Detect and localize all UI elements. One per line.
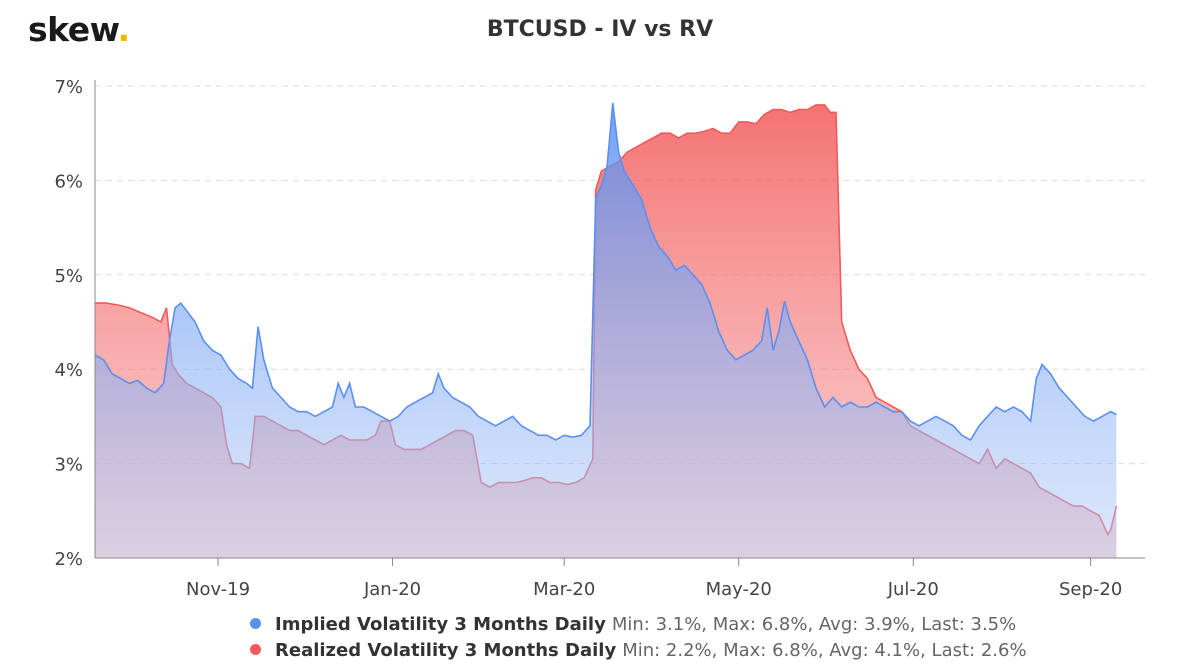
legend-stats-realized: Min: 2.2%, Max: 6.8%, Avg: 4.1%, Last: 2… [622, 640, 1027, 661]
x-tick-label: Nov-19 [186, 579, 250, 600]
y-tick-label: 2% [54, 549, 83, 570]
y-tick-label: 3% [54, 455, 83, 476]
series-areas [94, 102, 1118, 559]
series-line-implied [94, 102, 1117, 442]
legend-stats-implied: Min: 3.1%, Max: 6.8%, Avg: 3.9%, Last: 3… [611, 614, 1017, 635]
area-fill-implied [95, 103, 1117, 558]
legend-marker-realized [250, 643, 261, 655]
y-tick-label: 6% [54, 171, 83, 192]
y-tick-label: 7% [54, 77, 83, 98]
legend-item-realized[interactable]: Realized Volatility 3 Months Daily Min: 2… [250, 640, 1027, 664]
axes [94, 80, 1145, 559]
x-tick-label: Sep-20 [1059, 579, 1122, 600]
legend-label-realized: Realized Volatility 3 Months Daily [275, 640, 617, 661]
legend-marker-implied [250, 617, 261, 629]
chart-title: BTCUSD - IV vs RV [486, 17, 714, 42]
x-tick-label: Mar-20 [533, 579, 595, 600]
x-tick-label: Jul-20 [887, 579, 939, 600]
y-axis-ticks: 2% 3% 4% 5% 6% 7% [54, 77, 83, 570]
iv-rv-chart: 2% 3% 4% 5% 6% 7% Nov-19 Jan-20 Mar-20 May-20 Jul… [54, 77, 1145, 600]
skew-logo: skew. [28, 10, 130, 49]
legend-label-implied: Implied Volatility 3 Months Daily [275, 614, 606, 635]
y-tick-label: 5% [54, 266, 83, 287]
x-axis-ticks: Nov-19 Jan-20 Mar-20 May-20 Jul-20 Sep-20 [186, 558, 1122, 600]
legend-item-implied[interactable]: Implied Volatility 3 Months Daily Min: 3.… [250, 614, 1016, 638]
x-tick-label: May-20 [706, 579, 772, 600]
y-tick-label: 4% [54, 360, 83, 381]
x-tick-label: Jan-20 [363, 579, 421, 600]
